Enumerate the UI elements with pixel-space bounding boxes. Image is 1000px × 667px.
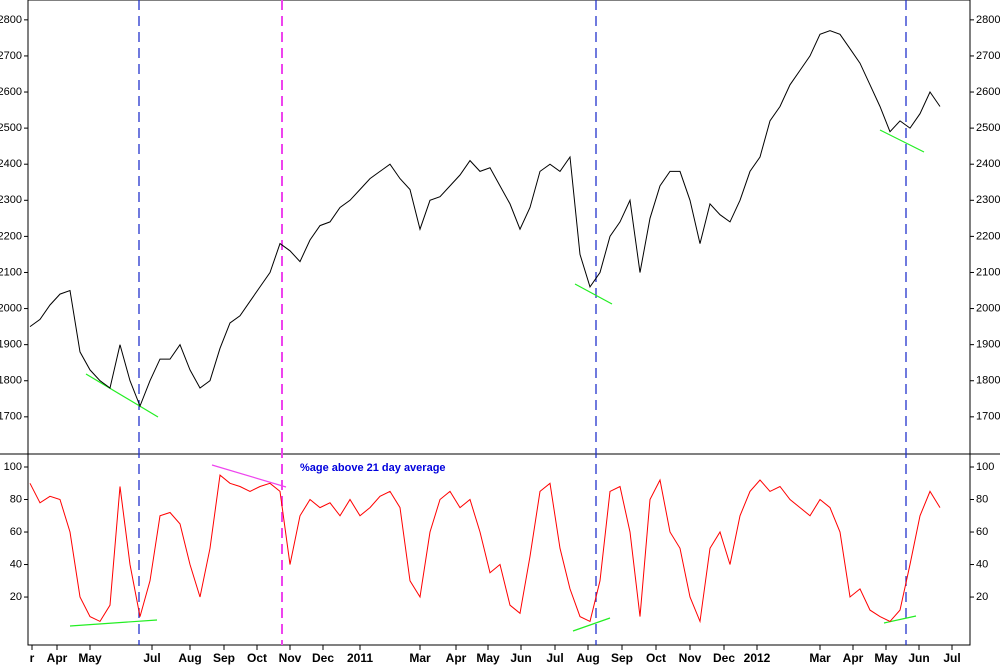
- y-tick-label: 100: [976, 461, 994, 473]
- trend-line: [211, 464, 287, 488]
- x-tick-label: Aug: [178, 651, 201, 665]
- y-tick-label: 1800: [0, 375, 22, 387]
- x-tick-label: Nov: [679, 651, 702, 665]
- y-tick-label: 40: [10, 558, 22, 570]
- data-line: [29, 474, 941, 624]
- x-tick-label: Oct: [646, 651, 666, 665]
- annotation: %age above 21 day average: [300, 462, 446, 474]
- x-tick-label: Sep: [611, 651, 633, 665]
- data-line: [29, 30, 941, 408]
- y-tick-label: 2700: [0, 50, 22, 62]
- x-tick-label: Mar: [809, 651, 831, 665]
- y-tick-label: 60: [10, 526, 22, 538]
- y-tick-label: 1900: [976, 339, 1000, 351]
- y-tick-label: 2800: [976, 14, 1000, 26]
- x-tick-label: Jul: [943, 651, 960, 665]
- y-tick-label: 40: [976, 558, 988, 570]
- y-tick-label: 2000: [0, 302, 22, 314]
- x-tick-label: Nov: [279, 651, 302, 665]
- x-tick-label: Jun: [510, 651, 531, 665]
- y-tick-label: 1700: [976, 411, 1000, 423]
- trend-lines: [69, 129, 925, 632]
- y-tick-label: 20: [10, 591, 22, 603]
- x-tick-label: Jul: [143, 651, 160, 665]
- y-tick-label: 80: [10, 493, 22, 505]
- x-tick-label: May: [874, 651, 898, 665]
- y-tick-label: 1900: [0, 339, 22, 351]
- y-tick-label: 2400: [0, 158, 22, 170]
- y-tick-label: 2200: [0, 230, 22, 242]
- x-tick-label: Apr: [843, 651, 864, 665]
- y-tick-label: 2500: [0, 122, 22, 134]
- x-tick-label: Mar: [409, 651, 431, 665]
- y-tick-label: 1700: [0, 411, 22, 423]
- x-tick-label: May: [78, 651, 102, 665]
- x-tick-label: r: [30, 651, 35, 665]
- y-tick-label: 2100: [0, 266, 22, 278]
- x-tick-label: Apr: [446, 651, 467, 665]
- x-tick-label: Dec: [713, 651, 735, 665]
- y-tick-label: 2600: [0, 86, 22, 98]
- y-tick-label: 2300: [0, 194, 22, 206]
- trend-line: [572, 617, 611, 632]
- x-tick-label: Jun: [908, 651, 929, 665]
- x-tick-label: Aug: [576, 651, 599, 665]
- x-tick-label: Dec: [312, 651, 334, 665]
- x-tick-label: Sep: [213, 651, 235, 665]
- y-tick-label: 2500: [976, 122, 1000, 134]
- x-tick-label: 2012: [744, 651, 771, 665]
- x-tick-label: Jul: [546, 651, 563, 665]
- y-tick-label: 2100: [976, 266, 1000, 278]
- trend-line: [879, 129, 925, 153]
- trend-line: [69, 619, 158, 627]
- y-tick-label: 2700: [976, 50, 1000, 62]
- trend-line: [85, 373, 159, 418]
- x-tick-label: Oct: [247, 651, 267, 665]
- x-tick-label: Apr: [47, 651, 68, 665]
- frame: [27, 0, 971, 646]
- trend-line: [574, 283, 613, 305]
- event-lines: [138, 0, 907, 645]
- y-tick-label: 2400: [976, 158, 1000, 170]
- y-tick-label: 2200: [976, 230, 1000, 242]
- y-tick-label: 80: [976, 493, 988, 505]
- y-tick-label: 60: [976, 526, 988, 538]
- y-tick-label: 2600: [976, 86, 1000, 98]
- y-tick-label: 2000: [976, 302, 1000, 314]
- y-tick-label: 100: [4, 461, 22, 473]
- y-tick-label: 2800: [0, 14, 22, 26]
- x-tick-label: 2011: [347, 651, 373, 665]
- y-tick-label: 2300: [976, 194, 1000, 206]
- x-tick-label: May: [476, 651, 500, 665]
- y-tick-label: 1800: [976, 375, 1000, 387]
- y-tick-label: 20: [976, 591, 988, 603]
- trend-line: [883, 615, 917, 624]
